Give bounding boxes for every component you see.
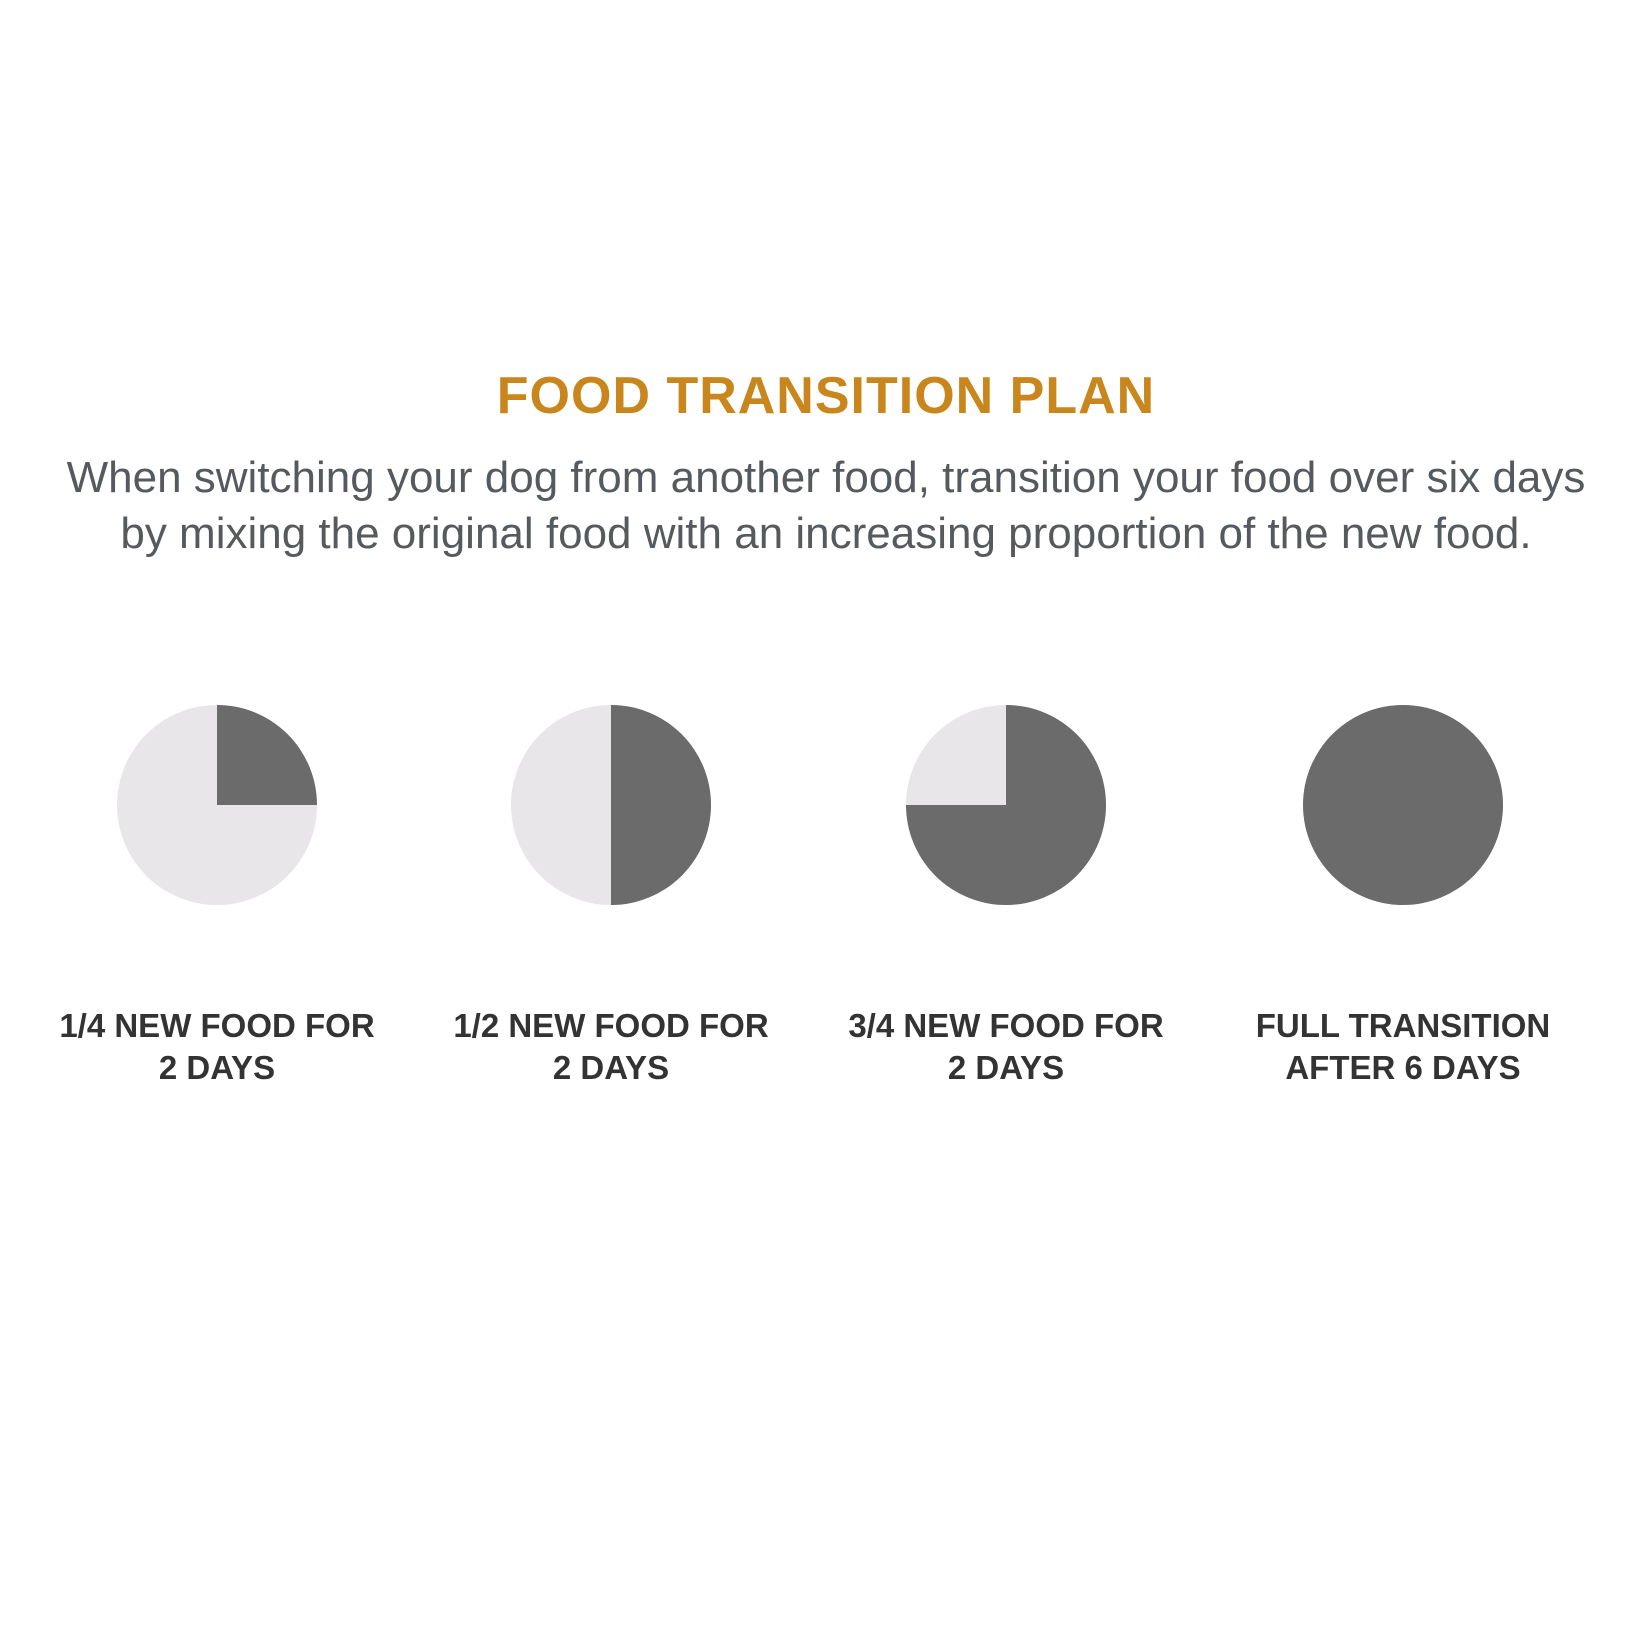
pie-label-1: 1/4 NEW FOOD FOR 2 DAYS xyxy=(59,1007,375,1086)
page-title: FOOD TRANSITION PLAN xyxy=(496,367,1156,425)
pie-label-2: 1/2 NEW FOOD FOR 2 DAYS xyxy=(453,1007,769,1086)
description: When switching your dog from another foo… xyxy=(66,453,1586,558)
pie-label-4: FULL TRANSITION AFTER 6 DAYS xyxy=(1255,1007,1551,1086)
pie-slice-new-4 xyxy=(1303,705,1503,905)
pie-slice-new-3 xyxy=(906,705,1106,905)
pie-label-3: 3/4 NEW FOOD FOR 2 DAYS xyxy=(848,1007,1164,1086)
pie-slice-new-2 xyxy=(611,705,711,905)
pie-slice-new-1 xyxy=(217,705,317,805)
